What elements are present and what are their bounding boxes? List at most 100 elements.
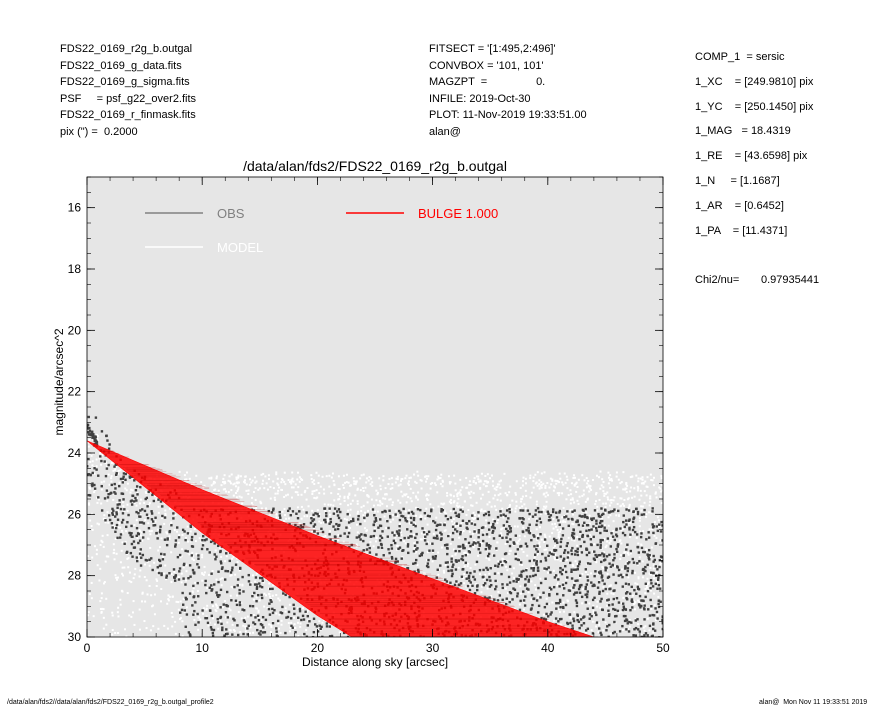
model-point: [588, 602, 591, 605]
obs-point: [121, 512, 125, 515]
model-point: [347, 509, 350, 512]
model-point: [637, 487, 640, 490]
obs-point: [556, 541, 559, 544]
model-point: [201, 556, 204, 559]
model-point: [384, 487, 387, 490]
obs-point: [586, 590, 589, 593]
obs-point: [423, 539, 427, 542]
obs-point: [241, 608, 244, 611]
obs-point: [469, 535, 472, 538]
obs-point: [544, 559, 548, 562]
obs-point: [459, 524, 462, 527]
model-point: [592, 610, 595, 613]
obs-point: [654, 582, 658, 586]
model-point: [122, 520, 125, 523]
obs-point: [661, 618, 663, 622]
obs-point: [445, 546, 449, 550]
model-point: [470, 520, 473, 523]
model-point: [595, 561, 598, 564]
obs-point: [518, 574, 521, 577]
obs-point: [375, 553, 378, 556]
model-point: [174, 620, 177, 623]
model-point: [321, 621, 324, 624]
model-point: [460, 522, 463, 525]
model-point: [640, 509, 643, 512]
obs-point: [479, 551, 482, 554]
obs-point: [108, 518, 112, 522]
obs-point: [550, 552, 553, 556]
model-point: [530, 598, 533, 601]
obs-point: [606, 599, 609, 602]
obs-point: [298, 609, 302, 613]
model-point: [516, 525, 519, 528]
model-point: [514, 493, 517, 496]
model-point: [562, 601, 565, 604]
model-point: [194, 539, 197, 542]
obs-point: [528, 559, 531, 563]
obs-point: [519, 599, 522, 603]
obs-point: [497, 562, 501, 566]
model-point: [637, 577, 640, 580]
model-point: [260, 619, 263, 622]
model-point: [210, 484, 213, 487]
model-point: [217, 489, 220, 492]
model-point: [629, 521, 632, 524]
obs-point: [600, 597, 603, 601]
obs-point: [168, 530, 171, 534]
obs-point: [262, 626, 265, 629]
model-point: [213, 488, 216, 491]
model-point: [230, 473, 233, 476]
obs-point: [521, 530, 525, 534]
model-point: [258, 599, 261, 602]
model-point: [644, 592, 647, 595]
obs-point: [581, 640, 583, 642]
model-point: [332, 479, 335, 482]
model-point: [448, 533, 451, 536]
model-point: [99, 567, 102, 570]
model-point: [279, 631, 282, 634]
model-point: [349, 484, 352, 487]
obs-point: [139, 515, 142, 518]
model-point: [576, 544, 579, 547]
model-point: [596, 505, 599, 508]
model-point: [284, 610, 287, 613]
model-point: [606, 600, 609, 603]
model-point: [356, 512, 359, 515]
obs-point: [271, 611, 275, 615]
obs-point: [514, 557, 518, 561]
header-left-line-1: FDS22_0169_g_data.fits: [60, 59, 182, 72]
obs-point: [506, 529, 509, 533]
obs-point: [347, 521, 351, 524]
obs-point: [527, 529, 531, 532]
obs-point: [113, 482, 116, 486]
obs-point: [224, 569, 227, 573]
obs-point: [425, 533, 429, 536]
model-point: [431, 550, 434, 553]
model-point: [275, 516, 278, 519]
model-point: [640, 482, 643, 485]
obs-point: [205, 616, 209, 620]
model-point: [379, 504, 382, 507]
obs-point: [279, 516, 282, 519]
model-point: [294, 491, 297, 494]
model-point: [194, 581, 197, 584]
obs-point: [219, 615, 223, 619]
obs-point: [660, 520, 663, 524]
model-point: [130, 581, 133, 584]
obs-point: [145, 513, 149, 516]
model-point: [447, 533, 450, 536]
model-point: [180, 572, 183, 575]
model-point: [362, 490, 365, 493]
model-point: [603, 492, 606, 495]
obs-point: [233, 619, 236, 622]
obs-point: [455, 560, 458, 563]
obs-point: [512, 587, 515, 590]
model-point: [573, 539, 576, 542]
obs-point: [446, 565, 450, 569]
obs-point: [334, 641, 336, 643]
obs-point: [638, 604, 641, 607]
model-point: [382, 479, 385, 482]
model-point: [144, 600, 147, 603]
obs-point: [623, 525, 626, 529]
obs-point: [421, 551, 424, 555]
